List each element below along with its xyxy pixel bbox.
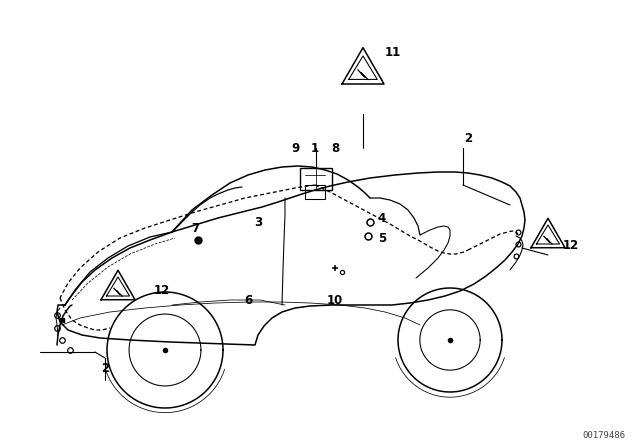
Text: 12: 12 bbox=[563, 238, 579, 251]
Text: 12: 12 bbox=[154, 284, 170, 297]
Text: 2: 2 bbox=[464, 132, 472, 145]
Text: 9: 9 bbox=[291, 142, 299, 155]
Text: 10: 10 bbox=[327, 293, 343, 306]
Bar bbox=[300, 168, 332, 190]
Text: 6: 6 bbox=[244, 293, 252, 306]
Text: 11: 11 bbox=[385, 46, 401, 59]
Text: 4: 4 bbox=[378, 211, 386, 224]
Text: 00179486: 00179486 bbox=[582, 431, 625, 440]
Text: 8: 8 bbox=[331, 142, 339, 155]
Text: 7: 7 bbox=[191, 221, 199, 234]
Text: 1: 1 bbox=[311, 142, 319, 155]
Bar bbox=[305, 185, 325, 199]
Text: 3: 3 bbox=[254, 215, 262, 228]
Text: 5: 5 bbox=[378, 232, 386, 245]
Text: 2: 2 bbox=[101, 362, 109, 375]
